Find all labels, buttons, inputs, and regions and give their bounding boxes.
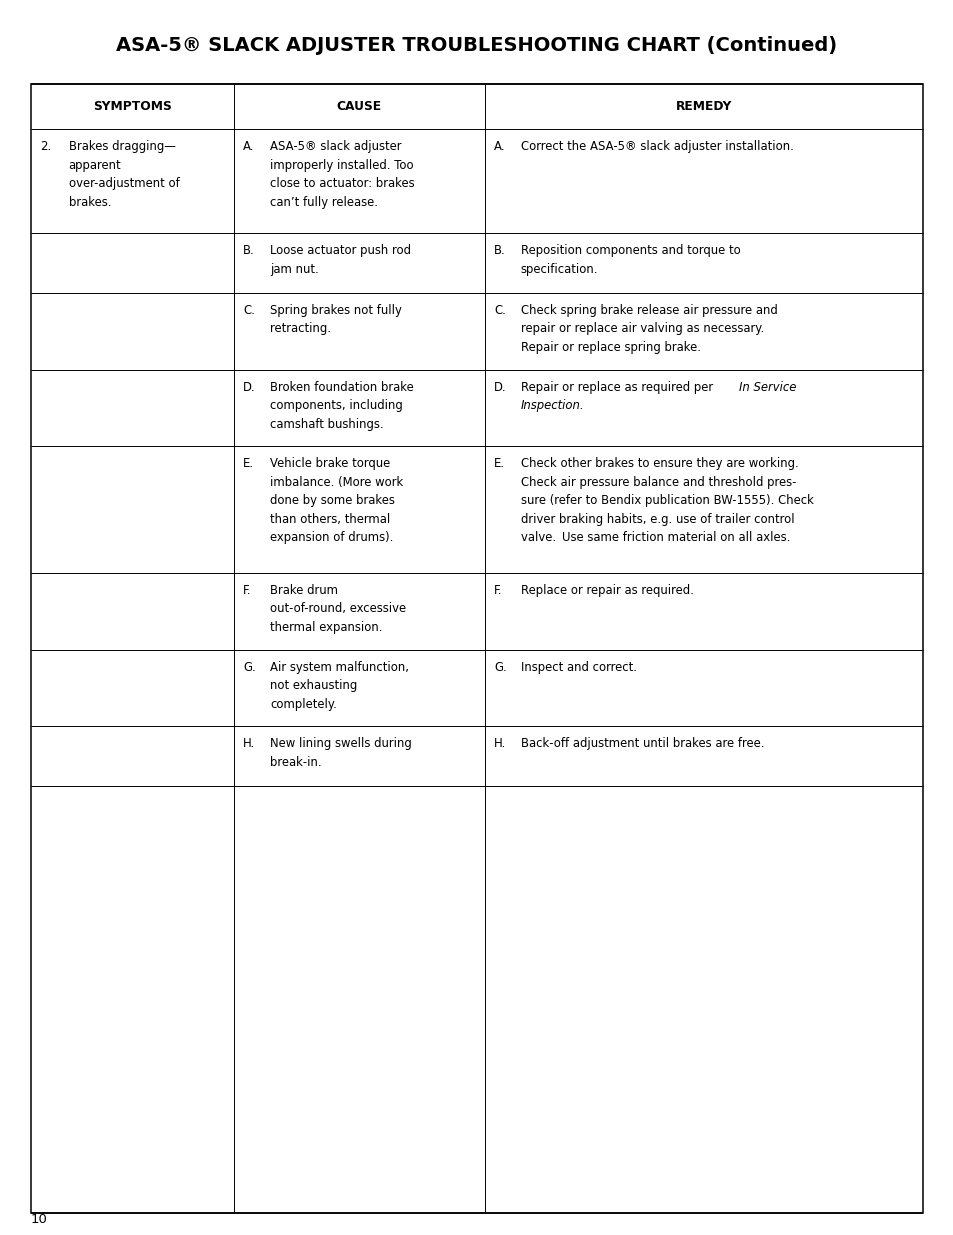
Text: H.: H. [243, 737, 255, 751]
Text: C.: C. [243, 304, 254, 317]
Text: Broken foundation brake
components, including
camshaft bushings.: Broken foundation brake components, incl… [270, 380, 414, 431]
Text: Loose actuator push rod
jam nut.: Loose actuator push rod jam nut. [270, 245, 411, 275]
Text: SYMPTOMS: SYMPTOMS [92, 100, 172, 114]
Text: Repair or replace as required per: Repair or replace as required per [520, 380, 716, 394]
Text: Brakes dragging—
apparent
over-adjustment of
brakes.: Brakes dragging— apparent over-adjustmen… [69, 141, 179, 209]
Text: Correct the ASA-5® slack adjuster installation.: Correct the ASA-5® slack adjuster instal… [520, 141, 793, 153]
Text: REMEDY: REMEDY [675, 100, 732, 114]
Text: Reposition components and torque to
specification.: Reposition components and torque to spec… [520, 245, 740, 275]
Text: G.: G. [243, 661, 255, 673]
Text: A.: A. [494, 141, 505, 153]
Text: E.: E. [243, 457, 254, 471]
Text: ASA-5® slack adjuster
improperly installed. Too
close to actuator: brakes
can’t : ASA-5® slack adjuster improperly install… [270, 141, 415, 209]
Text: D.: D. [243, 380, 255, 394]
Text: Inspection.: Inspection. [520, 399, 584, 411]
Text: In Service: In Service [739, 380, 796, 394]
Text: Inspect and correct.: Inspect and correct. [520, 661, 637, 673]
Text: E.: E. [494, 457, 505, 471]
Text: Replace or repair as required.: Replace or repair as required. [520, 584, 693, 597]
Text: New lining swells during
break-in.: New lining swells during break-in. [270, 737, 412, 769]
Text: C.: C. [494, 304, 505, 317]
Text: A.: A. [243, 141, 254, 153]
Text: Check other brakes to ensure they are working.
Check air pressure balance and th: Check other brakes to ensure they are wo… [520, 457, 813, 545]
Text: 2.: 2. [40, 141, 51, 153]
Text: D.: D. [494, 380, 506, 394]
Text: B.: B. [494, 245, 505, 257]
Text: 10: 10 [30, 1213, 48, 1226]
Text: Brake drum
out-of-round, excessive
thermal expansion.: Brake drum out-of-round, excessive therm… [270, 584, 406, 634]
Text: CAUSE: CAUSE [336, 100, 381, 114]
Text: G.: G. [494, 661, 506, 673]
Text: F.: F. [494, 584, 502, 597]
Text: ASA-5® SLACK ADJUSTER TROUBLESHOOTING CHART (Continued): ASA-5® SLACK ADJUSTER TROUBLESHOOTING CH… [116, 36, 837, 54]
Text: Spring brakes not fully
retracting.: Spring brakes not fully retracting. [270, 304, 401, 336]
Text: Back-off adjustment until brakes are free.: Back-off adjustment until brakes are fre… [520, 737, 763, 751]
Text: F.: F. [243, 584, 252, 597]
Text: H.: H. [494, 737, 506, 751]
Text: Air system malfunction,
not exhausting
completely.: Air system malfunction, not exhausting c… [270, 661, 409, 710]
Text: Vehicle brake torque
imbalance. (More work
done by some brakes
than others, ther: Vehicle brake torque imbalance. (More wo… [270, 457, 403, 545]
Text: Check spring brake release air pressure and
repair or replace air valving as nec: Check spring brake release air pressure … [520, 304, 777, 354]
Text: B.: B. [243, 245, 254, 257]
